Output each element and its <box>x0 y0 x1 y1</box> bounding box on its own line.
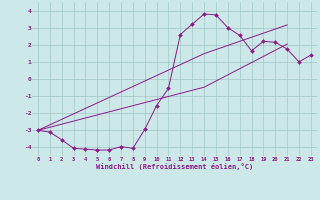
X-axis label: Windchill (Refroidissement éolien,°C): Windchill (Refroidissement éolien,°C) <box>96 163 253 170</box>
